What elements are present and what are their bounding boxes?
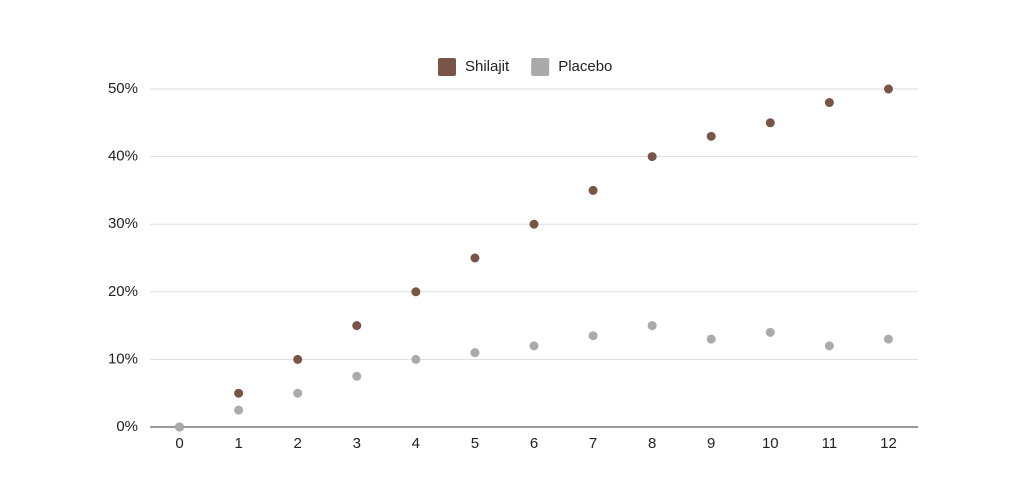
x-tick-label: 3	[353, 435, 361, 452]
legend-swatch	[531, 58, 550, 76]
legend-swatch	[438, 58, 456, 76]
data-point	[765, 118, 775, 128]
x-tick-label: 0	[175, 435, 183, 452]
data-point	[293, 354, 303, 364]
x-tick-label: 5	[471, 435, 479, 452]
x-tick-label: 12	[880, 435, 897, 452]
x-tick-label: 8	[648, 435, 656, 452]
data-point	[883, 84, 893, 94]
data-point	[824, 98, 834, 108]
legend-label: Placebo	[558, 58, 612, 75]
data-point	[411, 354, 421, 364]
x-tick-label: 2	[294, 435, 302, 452]
data-point	[234, 388, 244, 398]
data-point	[824, 341, 834, 351]
y-tick-label: 30%	[108, 215, 138, 232]
data-point	[352, 371, 362, 381]
legend-label: Shilajit	[465, 58, 510, 75]
x-tick-label: 6	[530, 435, 538, 452]
data-point	[411, 287, 421, 297]
data-point	[175, 422, 185, 432]
data-point	[706, 131, 716, 141]
data-point	[529, 219, 539, 229]
data-point	[883, 334, 893, 344]
data-point	[352, 321, 362, 331]
data-point	[234, 405, 244, 415]
data-point	[588, 331, 598, 341]
data-point	[647, 152, 657, 162]
data-point	[588, 185, 598, 195]
x-tick-label: 9	[707, 435, 715, 452]
x-tick-label: 10	[762, 435, 779, 452]
data-point	[293, 388, 303, 398]
data-point	[470, 253, 480, 263]
data-point	[529, 341, 539, 351]
x-tick-label: 11	[822, 435, 838, 452]
y-tick-label: 0%	[116, 418, 138, 435]
x-tick-label: 4	[412, 435, 420, 452]
data-point	[706, 334, 716, 344]
y-tick-label: 20%	[108, 283, 138, 300]
y-tick-label: 50%	[108, 80, 138, 97]
y-tick-label: 10%	[108, 350, 138, 367]
x-tick-label: 7	[589, 435, 597, 452]
data-point	[765, 327, 775, 337]
y-tick-label: 40%	[108, 148, 138, 165]
data-point	[647, 321, 657, 331]
data-point	[470, 348, 480, 358]
x-tick-label: 1	[234, 435, 242, 452]
